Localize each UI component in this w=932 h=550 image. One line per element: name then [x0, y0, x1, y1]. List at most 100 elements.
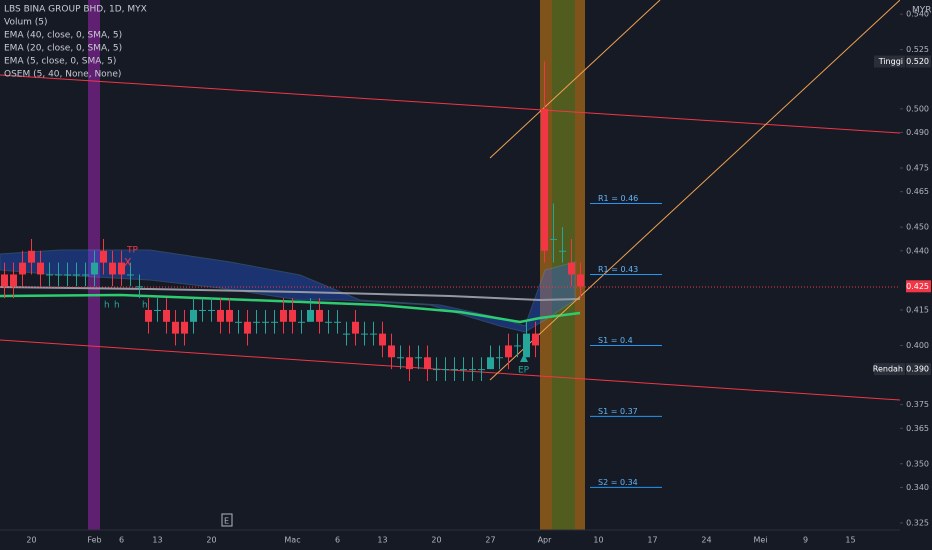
candle-body: [172, 321, 179, 334]
candle-body: [226, 309, 233, 322]
marker: X: [124, 256, 132, 269]
pivot-label: S2 = 0.34: [598, 478, 638, 487]
marker: TP: [126, 246, 138, 256]
candle-body: [19, 262, 26, 275]
x-tick-label: 17: [647, 536, 657, 545]
trend-line: [489, 0, 901, 381]
marker: h: [114, 301, 120, 311]
x-tick-label: Mei: [753, 536, 767, 545]
y-tick-label: 0.340: [906, 483, 929, 492]
x-tick-label: 13: [377, 536, 387, 545]
candle-body: [568, 262, 575, 275]
price-badge: [906, 55, 931, 68]
candle-body: [181, 321, 188, 334]
highlight-band: [540, 0, 552, 530]
highlight-band: [552, 0, 575, 530]
y-tick-label: 0.375: [906, 400, 929, 409]
candle-body: [298, 321, 305, 323]
legend-item: EMA (20, close, 0, SMA, 5): [4, 44, 122, 54]
marker: E: [224, 517, 229, 526]
candle-body: [55, 274, 62, 276]
candle-body: [1, 274, 8, 287]
candle-body: [334, 321, 341, 323]
marker: h: [142, 301, 148, 311]
candle-body: [352, 321, 359, 334]
candle-body: [118, 262, 125, 275]
candle-body: [325, 321, 332, 323]
x-tick-label: 24: [701, 536, 711, 545]
candle-body: [262, 321, 269, 323]
x-tick-label: 9: [803, 536, 808, 545]
candle-body: [109, 262, 116, 275]
candle-body: [541, 108, 548, 251]
marker: EP: [518, 366, 530, 376]
candle-body: [397, 357, 404, 359]
candle-body: [100, 250, 107, 263]
y-tick-label: 0.475: [906, 163, 929, 172]
candle-body: [550, 238, 557, 240]
plot: R1 = 0.46 R1 = 0.43 S1 = 0.4 S1 = 0.37 S2 = …: [1, 61, 662, 488]
candle-body: [361, 333, 368, 335]
x-tick-label: 20: [431, 536, 441, 545]
y-tick-label: 0.365: [906, 424, 929, 433]
candle-body: [199, 309, 206, 311]
x-tick-label: Apr: [538, 536, 553, 545]
candle-body: [235, 321, 242, 323]
x-tick-label: 10: [593, 536, 603, 545]
y-tick-label: 0.500: [906, 104, 929, 113]
y-tick-label: 0.325: [906, 518, 929, 527]
candle-body: [280, 309, 287, 322]
candle-body: [487, 357, 494, 370]
candle-body: [82, 274, 89, 276]
candle-body: [577, 274, 584, 287]
candle-body: [496, 357, 503, 359]
candle-body: [442, 369, 449, 371]
entry-arrow: [520, 354, 528, 362]
y-tick-label: 0.465: [906, 187, 929, 196]
x-tick-label: 27: [485, 536, 495, 545]
price-badge-name-box: [874, 363, 905, 376]
candle-body: [190, 309, 197, 322]
ema-40-line: [0, 286, 581, 302]
x-tick-label: 15: [845, 536, 855, 545]
candle-body: [253, 321, 260, 323]
candle-body: [271, 321, 278, 323]
candle-body: [10, 274, 17, 287]
y-tick-label: 0.490: [906, 128, 929, 137]
candle-body: [388, 345, 395, 358]
candle-body: [145, 309, 152, 322]
candle-body: [28, 250, 35, 263]
candle-body: [460, 369, 467, 371]
candle-body: [424, 357, 431, 370]
candle-body: [415, 357, 422, 359]
x-tick-label: 20: [26, 536, 36, 545]
candle-body: [532, 333, 539, 346]
legend-item: OSEM (5, 40, None, None): [4, 70, 121, 80]
candle-body: [433, 369, 440, 371]
y-tick-label: 0.540: [906, 10, 929, 19]
legend-title: LBS BINA GROUP BHD, 1D, MYX: [4, 5, 147, 15]
pivot-label: S1 = 0.37: [598, 407, 638, 416]
price-badge-name-box: [874, 55, 905, 68]
candle-body: [559, 250, 566, 252]
candle-body: [217, 309, 224, 322]
candle-body: [505, 345, 512, 358]
candle-body: [91, 262, 98, 275]
y-tick-label: 0.415: [906, 305, 929, 314]
candle-body: [46, 274, 53, 276]
legend-item: Volum (5): [4, 18, 48, 28]
event-badge: [221, 513, 233, 527]
price-badge-label: 0.520: [906, 57, 929, 66]
pivot-label: R1 = 0.43: [598, 265, 638, 274]
candle-body: [523, 333, 530, 358]
x-tick-label: Mac: [284, 536, 300, 545]
trend-line: [0, 339, 901, 401]
candle-body: [163, 309, 170, 322]
axis-unit: MYR: [912, 6, 932, 16]
ema-20-line: [0, 293, 581, 324]
y-tick-label: 0.440: [906, 246, 929, 255]
legend-item: EMA (40, close, 0, SMA, 5): [4, 31, 122, 41]
candle-body: [307, 309, 314, 322]
legend: LBS BINA GROUP BHD, 1D, MYX Volum (5) EM…: [4, 5, 147, 80]
